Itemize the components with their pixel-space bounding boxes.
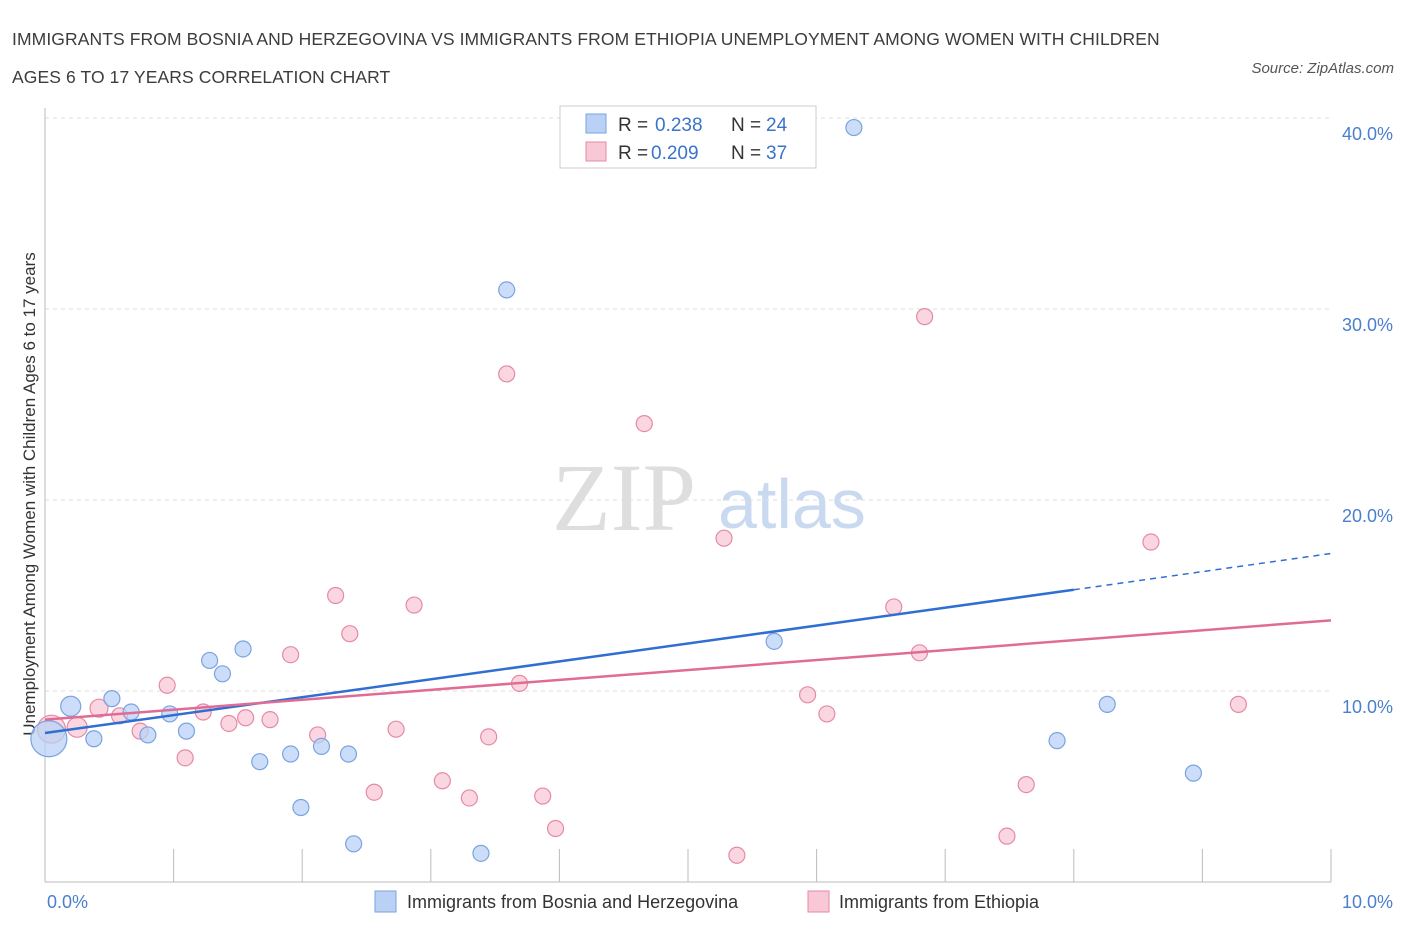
point-ethiopia <box>237 709 255 727</box>
point-ethiopia <box>498 365 516 383</box>
stats-n-label-1: N = <box>731 115 761 136</box>
x-tick-labels: 0.0% 10.0% <box>47 892 1393 912</box>
point-ethiopia <box>998 827 1016 845</box>
legend-label-ethiopia: Immigrants from Ethiopia <box>839 892 1040 912</box>
point-ethiopia <box>89 698 109 718</box>
trendline-ethiopia <box>44 619 1332 721</box>
stats-swatch-ethiopia <box>585 141 607 162</box>
watermark-atlas: atlas <box>718 465 866 543</box>
point-ethiopia <box>327 586 345 605</box>
x-tick-label: 10.0% <box>1342 892 1393 912</box>
point-ethiopia <box>798 686 817 704</box>
point-ethiopia <box>916 308 934 326</box>
y-axis-title: Unemployment Among Women with Children A… <box>20 252 39 736</box>
point-ethiopia <box>282 646 300 664</box>
stats-r-label-1: R = <box>618 115 648 136</box>
x-axis-ticks <box>44 849 1332 882</box>
point-bosnia <box>339 745 358 763</box>
point-bosnia <box>472 844 490 862</box>
point-bosnia <box>1048 732 1066 750</box>
x-tick-label: 0.0% <box>47 892 88 912</box>
stats-r-value-1: 0.238 <box>655 115 703 136</box>
point-ethiopia <box>220 714 238 733</box>
point-bosnia <box>213 665 232 683</box>
point-bosnia <box>139 726 157 744</box>
point-bosnia <box>85 730 103 748</box>
point-bosnia <box>177 722 196 740</box>
point-bosnia <box>312 737 331 755</box>
point-ethiopia <box>818 705 836 723</box>
y-tick-label: 10.0% <box>1342 697 1393 717</box>
point-ethiopia <box>1142 533 1160 551</box>
stats-n-value-2: 37 <box>766 143 787 164</box>
stats-r-label-2: R = <box>618 143 648 164</box>
legend-swatch-ethiopia <box>807 890 830 913</box>
stats-n-label-2: N = <box>731 143 761 164</box>
point-ethiopia <box>460 789 478 807</box>
point-bosnia <box>292 798 310 817</box>
point-bosnia <box>498 281 516 299</box>
point-bosnia <box>765 632 783 650</box>
legend-label-bosnia: Immigrants from Bosnia and Herzegovina <box>407 892 739 912</box>
y-tick-labels: 10.0% 20.0% 30.0% 40.0% <box>1342 124 1393 717</box>
point-bosnia <box>234 640 252 658</box>
point-ethiopia <box>158 676 176 694</box>
point-ethiopia <box>635 415 653 433</box>
point-ethiopia <box>387 720 405 738</box>
stats-box: R = 0.238 N = 24 R = 0.209 N = 37 <box>559 105 817 169</box>
point-ethiopia <box>546 819 565 838</box>
point-bosnia <box>282 745 300 763</box>
point-bosnia <box>845 118 863 137</box>
point-ethiopia <box>365 783 383 801</box>
point-ethiopia <box>480 728 498 746</box>
y-tick-label: 30.0% <box>1342 315 1393 335</box>
trendline-bosnia-extension <box>1073 552 1332 591</box>
point-bosnia <box>103 690 121 708</box>
watermark-zip: ZIP <box>552 444 696 551</box>
point-bosnia <box>1098 695 1116 713</box>
trend-lines <box>44 552 1332 735</box>
point-ethiopia <box>433 772 451 790</box>
point-bosnia <box>1184 764 1202 782</box>
y-tick-label: 20.0% <box>1342 506 1393 526</box>
chart-title: IMMIGRANTS FROM BOSNIA AND HERZEGOVINA V… <box>12 29 1160 87</box>
point-ethiopia <box>715 529 733 547</box>
point-ethiopia <box>261 711 279 729</box>
source-label: Source: ZipAtlas.com <box>1251 60 1394 77</box>
point-ethiopia <box>728 846 746 864</box>
y-tick-label: 40.0% <box>1342 124 1393 144</box>
stats-swatch-bosnia <box>585 113 607 134</box>
point-bosnia <box>60 695 82 717</box>
point-ethiopia <box>405 596 423 614</box>
legend-swatch-bosnia <box>374 890 397 913</box>
data-points <box>30 118 1248 864</box>
point-ethiopia <box>341 625 359 643</box>
point-ethiopia <box>1017 775 1035 794</box>
point-bosnia <box>30 720 68 758</box>
legend: Immigrants from Bosnia and Herzegovina I… <box>374 890 1040 913</box>
point-bosnia <box>201 651 219 670</box>
point-ethiopia <box>1229 695 1248 713</box>
stats-r-value-2: 0.209 <box>651 143 699 164</box>
gridlines <box>45 117 1331 692</box>
point-bosnia <box>345 835 363 853</box>
point-ethiopia <box>176 749 194 767</box>
point-ethiopia <box>885 598 903 616</box>
point-ethiopia <box>534 787 552 805</box>
trendline-bosnia <box>44 588 1074 735</box>
stats-n-value-1: 24 <box>766 115 788 136</box>
point-bosnia <box>251 753 269 771</box>
